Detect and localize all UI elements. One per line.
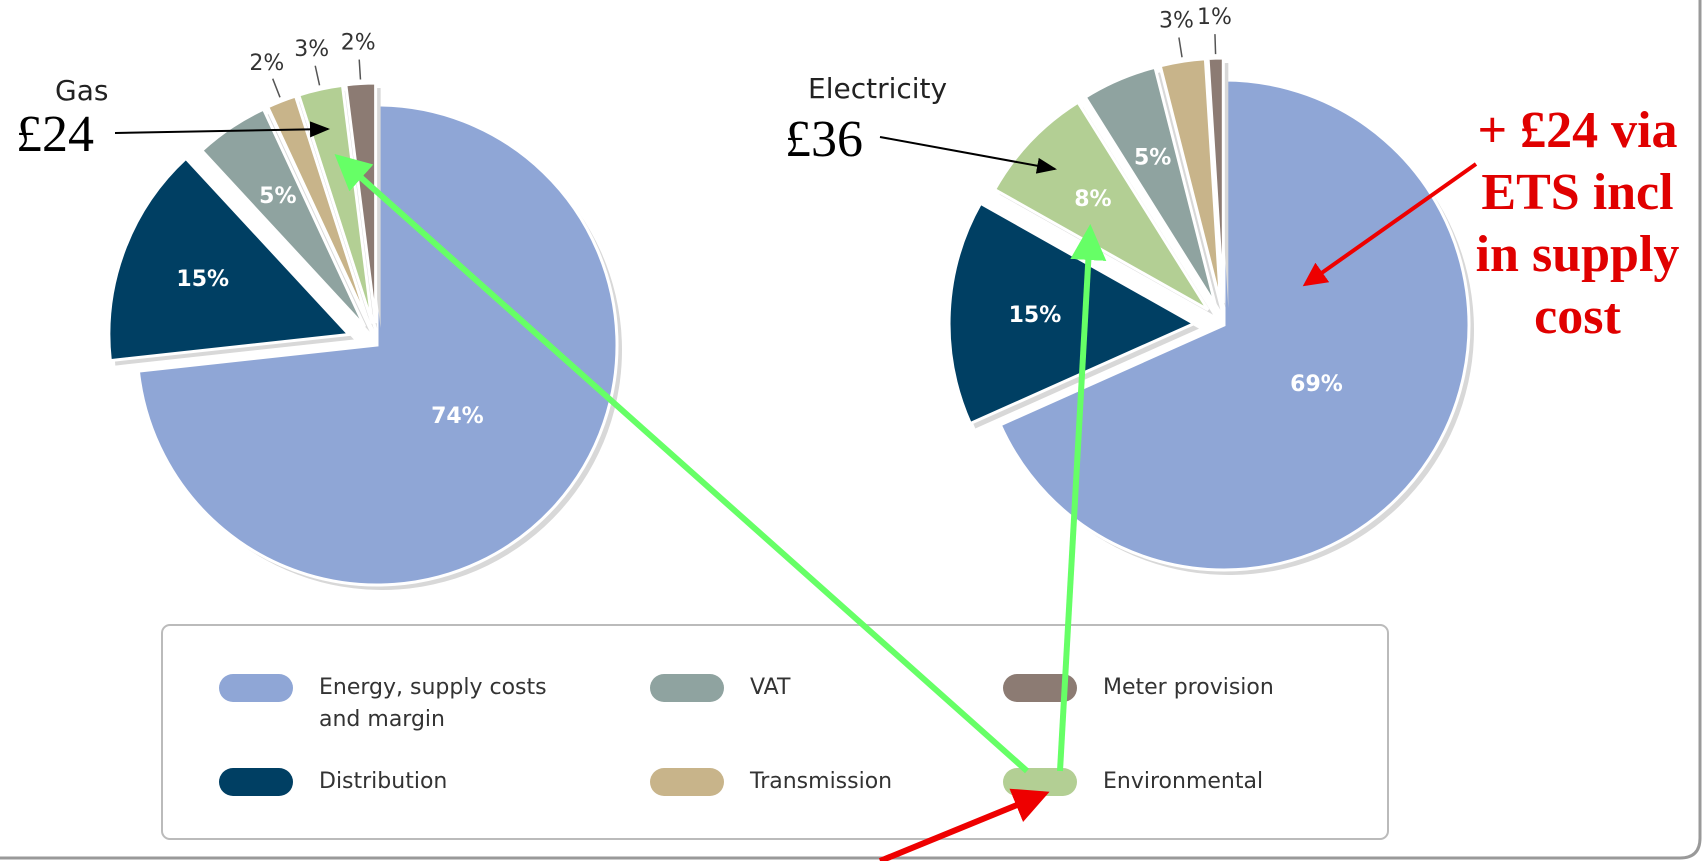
legend-swatch [1003,768,1077,796]
green-arrow [1057,224,1107,772]
label-tick [314,65,321,86]
legend-label: Meter provision [1103,675,1274,700]
red-arrow [878,788,1050,861]
legend-label: Energy, supply costs and margin [319,675,547,732]
electricity-title: Electricity [808,72,947,105]
value-label: 2% [341,31,376,56]
pies: 74%15%5%2%3% 2%69%15%8%5%3% 1% [107,5,1474,796]
legend-swatch [219,768,293,796]
legend-label: Environmental [1103,769,1264,794]
gas-title: Gas [55,74,108,107]
legend-swatch [650,674,724,702]
green-arrow [334,154,1029,774]
pie-slice [1158,57,1223,304]
pie-slice [265,94,371,326]
value-label: 3% [294,37,329,62]
value-label: 5% [259,184,296,209]
pie-slice [296,83,374,324]
value-label: 1% [1197,5,1232,30]
legend-label: Distribution [319,769,448,794]
label-tick [272,78,281,98]
note: + £24 via ETS incl in supply cost [1475,102,1680,345]
electricity-annotation: £36 [785,111,863,168]
value-label: 2% [249,51,284,76]
pie-slice [992,100,1210,312]
legend-swatch [219,674,293,702]
value-label: 69% [1290,372,1343,397]
legend-label: Transmission [750,769,893,794]
pie-slice [199,107,367,328]
pie-slice [947,201,1198,426]
legend-swatch [1003,674,1077,702]
legend-swatch [650,768,724,796]
gas-annotation: £24 [16,106,94,163]
value-label: 15% [1009,303,1062,328]
pie-slice [344,81,378,324]
pie-slice [136,103,619,587]
value-label: 8% [1074,187,1111,212]
red-arrow [1302,162,1478,287]
arrow [879,136,1057,174]
pie-slice [107,156,353,363]
label-tick [358,59,362,80]
label-tick [1214,34,1217,55]
pie-slice [1083,65,1217,306]
label-tick [1178,37,1183,58]
value-label: 15% [176,267,229,292]
value-label: 3% [1159,9,1194,34]
pie-slice [1206,56,1225,304]
legend-label: VAT [750,675,791,700]
legend-box [161,624,1389,840]
value-label: 74% [431,404,484,429]
value-label: 5% [1134,145,1171,170]
pie-slice [998,78,1471,572]
arrow [114,121,330,138]
